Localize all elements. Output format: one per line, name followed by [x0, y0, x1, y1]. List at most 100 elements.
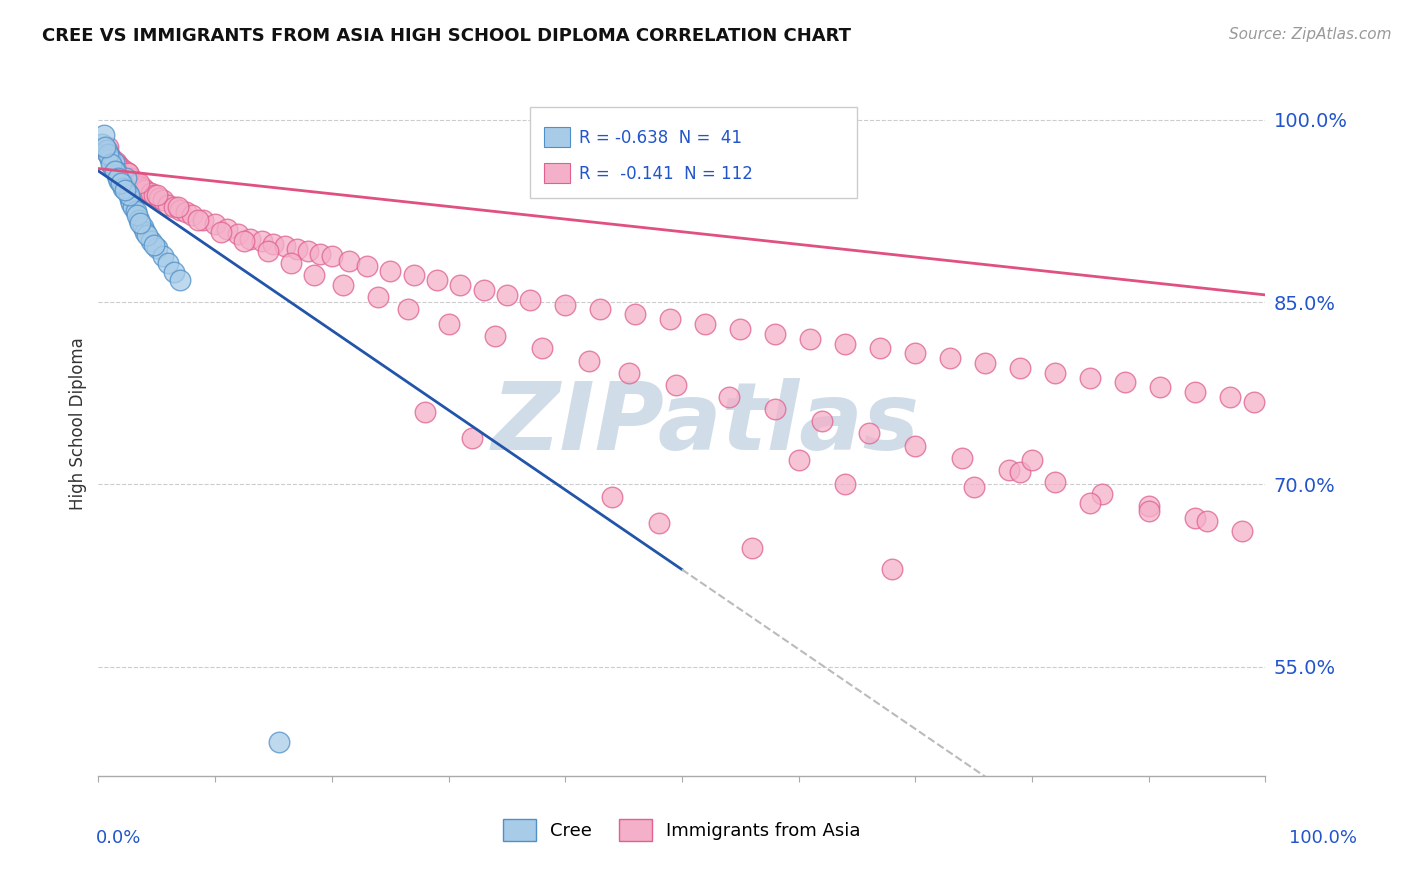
Point: [997, 463, 1019, 477]
Point: [304, 268, 326, 283]
Point: [204, 218, 226, 232]
Point: [1080, 370, 1102, 384]
Point: [297, 244, 319, 259]
Point: [402, 268, 425, 283]
Point: [163, 201, 186, 215]
Point: [117, 166, 139, 180]
Point: [1137, 500, 1160, 514]
Point: [174, 205, 197, 219]
Point: [97, 149, 120, 163]
Point: [104, 157, 127, 171]
Point: [274, 239, 297, 253]
Point: [1091, 487, 1114, 501]
Point: [209, 225, 232, 239]
Point: [128, 178, 150, 193]
Point: [134, 225, 156, 239]
Point: [110, 176, 132, 190]
FancyBboxPatch shape: [544, 162, 569, 183]
Text: R = -0.638  N =  41: R = -0.638 N = 41: [579, 129, 742, 147]
Point: [939, 351, 962, 365]
Point: [103, 155, 125, 169]
Text: Source: ZipAtlas.com: Source: ZipAtlas.com: [1229, 27, 1392, 42]
Point: [228, 227, 250, 242]
Point: [193, 212, 215, 227]
Point: [122, 174, 145, 188]
Point: [90, 137, 112, 152]
Point: [104, 164, 127, 178]
Point: [132, 219, 155, 234]
Point: [269, 735, 291, 749]
Point: [152, 193, 174, 207]
Point: [111, 161, 134, 176]
Point: [101, 152, 124, 166]
Point: [396, 302, 419, 317]
Point: [111, 181, 134, 195]
Point: [215, 222, 238, 236]
Point: [180, 208, 202, 222]
Point: [125, 176, 148, 190]
Point: [122, 201, 145, 215]
Point: [146, 241, 169, 255]
Point: [309, 246, 332, 260]
Point: [600, 490, 623, 504]
Point: [1230, 524, 1253, 538]
Point: [114, 183, 136, 197]
Point: [437, 317, 460, 331]
Point: [1184, 385, 1206, 400]
Point: [250, 235, 273, 249]
Text: 100.0%: 100.0%: [1289, 829, 1357, 847]
Point: [730, 322, 752, 336]
Point: [98, 152, 121, 166]
Point: [647, 516, 669, 531]
FancyBboxPatch shape: [544, 128, 569, 147]
Point: [1045, 366, 1067, 380]
Point: [107, 171, 129, 186]
Point: [94, 139, 117, 153]
Point: [413, 404, 436, 418]
Point: [869, 342, 891, 356]
Point: [799, 332, 821, 346]
Point: [834, 477, 856, 491]
Point: [1137, 504, 1160, 518]
Point: [578, 353, 600, 368]
Point: [904, 439, 927, 453]
Point: [136, 228, 159, 243]
Point: [169, 273, 191, 287]
Text: R =  -0.141  N = 112: R = -0.141 N = 112: [579, 164, 754, 183]
Point: [118, 188, 141, 202]
Point: [115, 171, 138, 186]
Point: [285, 242, 308, 256]
Point: [143, 188, 166, 202]
Point: [157, 198, 180, 212]
Point: [858, 426, 880, 441]
Point: [1243, 394, 1265, 409]
Point: [262, 236, 284, 251]
Point: [148, 191, 170, 205]
Point: [120, 195, 142, 210]
Point: [337, 253, 360, 268]
Point: [356, 259, 378, 273]
Point: [1195, 514, 1218, 528]
Point: [118, 192, 141, 206]
Point: [169, 202, 191, 217]
Point: [128, 212, 150, 227]
Point: [449, 278, 471, 293]
Point: [974, 356, 997, 370]
Point: [1010, 465, 1032, 479]
Point: [105, 168, 128, 182]
Text: 0.0%: 0.0%: [96, 829, 141, 847]
Point: [96, 144, 118, 158]
Point: [187, 212, 209, 227]
Point: [1045, 475, 1067, 489]
Point: [380, 263, 402, 277]
Point: [139, 235, 162, 249]
Point: [114, 164, 136, 178]
Point: [100, 157, 122, 171]
Point: [97, 147, 120, 161]
Point: [134, 183, 156, 197]
FancyBboxPatch shape: [530, 107, 858, 198]
Point: [321, 249, 343, 263]
Point: [139, 186, 162, 200]
Y-axis label: High School Diploma: High School Diploma: [69, 337, 87, 510]
Point: [1219, 390, 1241, 404]
